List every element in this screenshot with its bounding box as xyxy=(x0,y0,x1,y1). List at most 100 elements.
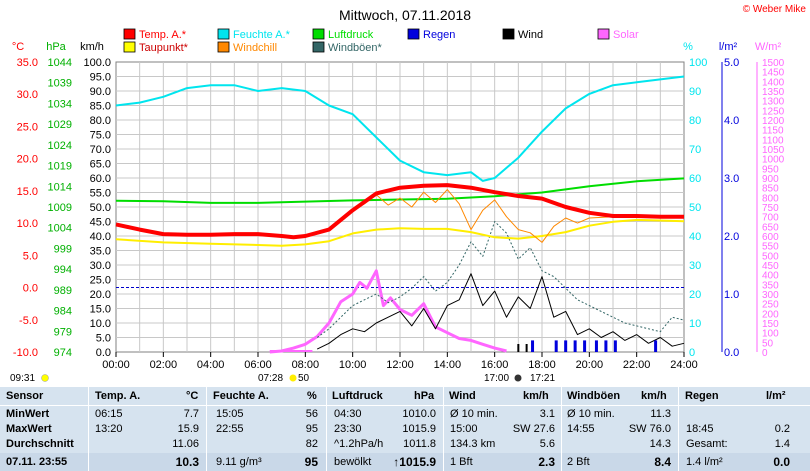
legend-swatch xyxy=(217,41,230,53)
axis-tick-rain: 1.0 xyxy=(724,289,739,301)
rain-bar xyxy=(531,340,535,352)
axis-tick-solar: 1050 xyxy=(762,145,785,156)
legend-label: Temp. A.* xyxy=(139,29,187,41)
axis-tick-solar: 750 xyxy=(762,203,779,214)
header-humidity: Feuchte A. xyxy=(213,390,269,402)
header-rain: Regen xyxy=(685,390,719,402)
axis-tick-wind: 60.0 xyxy=(90,173,111,185)
axis-tick-solar: 1100 xyxy=(762,135,784,146)
legend-label: Wind xyxy=(518,29,543,41)
table-cell-press-t: bewölkt xyxy=(334,456,372,468)
legend-swatch xyxy=(502,28,515,40)
table-cell-temp-v: 11.06 xyxy=(172,438,199,450)
chart-title: Mittwoch, 07.11.2018 xyxy=(339,7,471,23)
axis-unit-hum: % xyxy=(683,41,693,53)
table-cell-rain-v: 0.0 xyxy=(773,455,790,469)
table-cell-wind-t: 1 Bft xyxy=(450,456,473,468)
axis-tick-rain: 4.0 xyxy=(724,115,739,127)
copyright-label: © Weber Mike xyxy=(743,4,807,15)
table-cell-gust-v: 11.3 xyxy=(650,408,671,420)
axis-tick-temp: 15.0 xyxy=(17,186,38,198)
table-cell-label: MinWert xyxy=(6,408,50,420)
axis-tick-solar: 1000 xyxy=(762,155,785,166)
table-cell-label: MaxWert xyxy=(6,423,52,435)
axis-tick-press: 1019 xyxy=(48,161,72,173)
legend-label: Taupunkt* xyxy=(139,42,189,54)
header-temp-unit: °C xyxy=(186,390,199,402)
axis-tick-press: 1009 xyxy=(48,202,72,214)
table-cell-gust-v: 8.4 xyxy=(654,455,671,469)
table-cell-press-v: 1010.0 xyxy=(402,408,436,420)
header-gust-unit: km/h xyxy=(641,390,667,402)
header-sensor: Sensor xyxy=(6,390,44,402)
axis-tick-hum: 50 xyxy=(689,202,701,214)
rain-bar xyxy=(573,340,577,352)
rain-bar xyxy=(654,340,658,352)
axis-tick-wind: 35.0 xyxy=(90,246,111,258)
table-cell-gust-v: 14.3 xyxy=(649,438,671,450)
series-tempa xyxy=(115,183,684,240)
axis-tick-wind: 95.0 xyxy=(90,72,111,84)
legend-label: Windchill xyxy=(233,42,277,54)
table-cell-label: Durchschnitt xyxy=(6,438,74,450)
sunrise-time: 07:28 xyxy=(258,373,283,384)
axis-tick-rain: 2.0 xyxy=(724,231,739,243)
axis-tick-wind: 15.0 xyxy=(90,304,111,316)
axis-tick-wind: 100.0 xyxy=(83,57,111,69)
axis-tick-solar: 1150 xyxy=(762,126,784,137)
axis-tick-solar: 50 xyxy=(762,338,774,349)
legend-swatch xyxy=(217,28,230,40)
axis-tick-press: 999 xyxy=(54,243,72,255)
moonset-time: 17:21 xyxy=(530,373,555,384)
series-windben xyxy=(316,221,685,338)
table-cell-rain-t: Gesamt: xyxy=(686,438,728,450)
axis-tick-solar: 1450 xyxy=(762,68,785,79)
axis-tick-solar: 550 xyxy=(762,242,779,253)
axis-unit-solar: W/m² xyxy=(755,41,782,53)
axis-tick-wind: 70.0 xyxy=(90,144,111,156)
axis-tick-solar: 100 xyxy=(762,329,779,340)
axis-tick-solar: 800 xyxy=(762,193,779,204)
table-cell-hum-v: 56 xyxy=(305,408,318,420)
axis-tick-press: 1034 xyxy=(48,98,72,110)
table-cell-gust-v: SW 76.0 xyxy=(628,423,671,435)
axis-tick-solar: 0 xyxy=(762,348,768,359)
table-cell-temp-v: 7.7 xyxy=(183,408,199,420)
table-cell-press-t: ^1.2hPa/h xyxy=(334,438,384,450)
table-cell-press-t: 23:30 xyxy=(334,423,362,435)
astro-annotations: 09:31 07:28 50 17:00 17:21 xyxy=(10,344,555,384)
x-tick-label: 14:00 xyxy=(434,359,462,371)
axis-tick-wind: 90.0 xyxy=(90,86,111,98)
axis-tick-solar: 150 xyxy=(762,319,779,330)
axis-tick-press: 974 xyxy=(54,347,72,359)
rain-bar xyxy=(594,340,598,352)
table-cell-rain-v: 1.4 xyxy=(774,438,790,450)
chart-legend: Temp. A.* Feuchte A.* Luftdruck Regen Wind So… xyxy=(123,28,639,54)
axis-tick-solar: 1250 xyxy=(762,106,785,117)
x-tick-label: 22:00 xyxy=(623,359,651,371)
axis-tick-wind: 20.0 xyxy=(90,289,111,301)
axis-tick-temp: -5.0 xyxy=(19,315,38,327)
series-taupunkt xyxy=(115,218,685,247)
axis-tick-solar: 450 xyxy=(762,261,779,272)
header-rain-unit: l/m² xyxy=(766,390,786,402)
header-temp: Temp. A. xyxy=(95,390,141,402)
table-cell-wind-dir: SW 27.6 xyxy=(512,423,555,435)
x-tick-label: 20:00 xyxy=(576,359,604,371)
series-luftdruck xyxy=(115,177,685,204)
legend-swatch xyxy=(312,41,325,53)
table-cell-wind-t: Ø 10 min. xyxy=(450,408,498,420)
table-cell-rain-t: 1.4 l/m² xyxy=(686,456,723,468)
rain-bar xyxy=(604,340,608,352)
axis-tick-press: 984 xyxy=(54,306,72,318)
table-cell-wind-t: 15:00 xyxy=(450,423,478,435)
x-tick-label: 18:00 xyxy=(528,359,556,371)
table-cell-press-t: 04:30 xyxy=(334,408,362,420)
statistics-table: Sensor Temp. A. °C Feuchte A. % Luftdruc… xyxy=(0,387,810,471)
axis-tick-rain: 0.0 xyxy=(724,347,739,359)
table-cell-gust-t: 2 Bft xyxy=(567,456,590,468)
x-tick-label: 16:00 xyxy=(481,359,509,371)
axis-tick-wind: 50.0 xyxy=(90,202,111,214)
axis-tick-press: 1044 xyxy=(48,57,72,69)
x-tick-label: 10:00 xyxy=(339,359,367,371)
